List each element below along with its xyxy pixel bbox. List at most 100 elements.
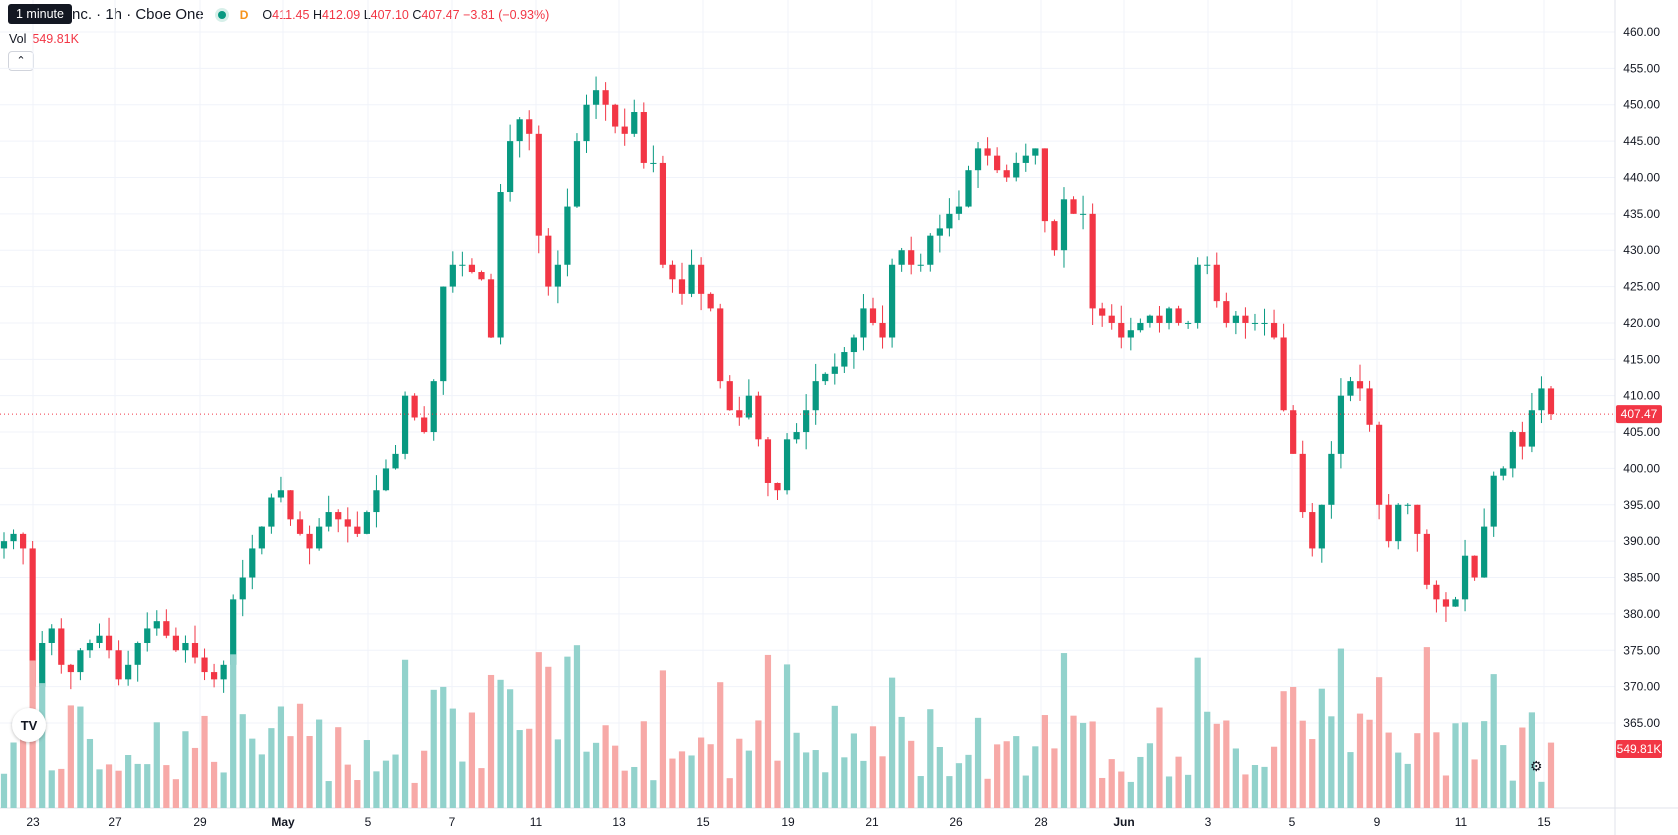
- volume-bar: [58, 768, 65, 808]
- candle-body: [1376, 424, 1383, 505]
- tradingview-logo-icon[interactable]: TV: [12, 708, 46, 742]
- volume-bar: [879, 756, 886, 808]
- volume-bar: [774, 760, 781, 808]
- candle-body: [134, 642, 141, 665]
- candle-body: [1165, 308, 1173, 323]
- volume-bar: [0, 773, 8, 808]
- x-tick-label: 23: [26, 815, 40, 829]
- volume-bar: [545, 666, 552, 808]
- y-tick-label: 370.00: [1623, 680, 1660, 694]
- volume-bar: [258, 754, 265, 808]
- x-tick-label: 5: [1289, 815, 1296, 829]
- volume-bar: [1213, 723, 1220, 808]
- candle-body: [1414, 504, 1421, 534]
- volume-bar: [507, 689, 514, 808]
- market-status-icon[interactable]: [217, 10, 226, 19]
- volume-bar: [1366, 719, 1373, 808]
- x-tick-label: 15: [1537, 815, 1551, 829]
- candle-body: [268, 497, 275, 527]
- y-tick-label: 400.00: [1623, 461, 1660, 475]
- y-tick-label: 405.00: [1623, 425, 1660, 439]
- candle-body: [1032, 148, 1039, 156]
- volume-bar: [1385, 732, 1392, 808]
- candle-body: [163, 621, 170, 636]
- candle-body: [640, 112, 647, 163]
- candle-body: [1242, 315, 1249, 323]
- candle-body: [430, 381, 437, 433]
- volume-bar: [1481, 721, 1488, 808]
- candle-body: [927, 235, 934, 265]
- candle-body: [917, 264, 924, 266]
- y-tick-label: 425.00: [1623, 280, 1660, 294]
- volume-bar: [134, 763, 141, 808]
- x-tick-label: 21: [865, 815, 879, 829]
- ohlc-values: O411.45 H412.09 L407.10 C407.47 −3.81 (−…: [262, 8, 549, 22]
- candle-body: [1079, 213, 1087, 215]
- volume-bar: [688, 755, 695, 808]
- volume-bar: [1041, 715, 1048, 808]
- candle-body: [58, 628, 65, 665]
- candle-body: [220, 664, 227, 680]
- volume-bar: [955, 763, 963, 808]
- candle-body: [1070, 199, 1077, 214]
- volume-bar: [401, 659, 409, 808]
- candle-body: [726, 381, 733, 411]
- volume-bar: [946, 776, 953, 808]
- candle-body: [287, 490, 294, 520]
- volume-bar: [612, 745, 619, 808]
- x-tick-label: 11: [1455, 815, 1468, 829]
- volume-bar: [812, 750, 819, 808]
- y-tick-label: 445.00: [1623, 134, 1660, 148]
- candle-body: [831, 366, 838, 374]
- y-tick-label: 435.00: [1623, 207, 1660, 221]
- volume-bar: [1547, 742, 1555, 808]
- candle-body: [573, 141, 581, 207]
- volume-bar: [316, 719, 323, 808]
- symbol-title[interactable]: nc. · 1h · Cboe One: [72, 6, 204, 23]
- high-label: H: [312, 7, 322, 22]
- volume-bar: [287, 736, 294, 808]
- volume-bar: [163, 765, 170, 808]
- candle-body: [172, 635, 179, 651]
- candle-body: [803, 410, 810, 433]
- candle-body: [592, 90, 600, 105]
- volume-bar: [1309, 739, 1316, 808]
- y-tick-label: 455.00: [1623, 61, 1660, 75]
- d-badge[interactable]: D: [239, 7, 249, 22]
- change-value: −3.81 (−0.93%): [463, 7, 550, 22]
- volume-bar: [1223, 720, 1230, 808]
- volume-bar: [745, 750, 752, 808]
- volume-bar: [526, 728, 533, 808]
- volume-label: Vol: [9, 32, 27, 46]
- candle-body: [1175, 308, 1182, 323]
- volume-bar: [1022, 775, 1029, 808]
- volume-bar: [306, 736, 313, 808]
- candle-body: [39, 642, 46, 687]
- volume-bar: [210, 761, 218, 808]
- volume-bar: [115, 770, 122, 808]
- volume-bar: [1242, 774, 1249, 808]
- candle-body: [325, 512, 332, 527]
- volume-bar: [974, 717, 982, 808]
- candle-body: [29, 548, 36, 687]
- x-tick-label: 19: [781, 815, 795, 829]
- candle-body: [707, 293, 714, 309]
- volume-bar: [1099, 777, 1106, 808]
- y-tick-label: 410.00: [1623, 389, 1660, 403]
- gear-icon[interactable]: ⚙: [1530, 758, 1543, 774]
- candle-body: [783, 439, 791, 491]
- candle-body: [535, 133, 542, 236]
- volume-bar: [67, 705, 74, 808]
- volume-bar: [77, 706, 84, 808]
- candle-body: [1299, 453, 1306, 513]
- y-tick-label: 380.00: [1623, 607, 1660, 621]
- volume-bar: [325, 781, 332, 808]
- candle-body: [497, 192, 504, 338]
- volume-bar: [1051, 748, 1058, 808]
- candle-body: [1318, 504, 1325, 549]
- candle-body: [1442, 599, 1450, 607]
- y-tick-label: 440.00: [1623, 170, 1660, 184]
- candle-body: [1471, 555, 1478, 578]
- volume-bar: [736, 738, 743, 808]
